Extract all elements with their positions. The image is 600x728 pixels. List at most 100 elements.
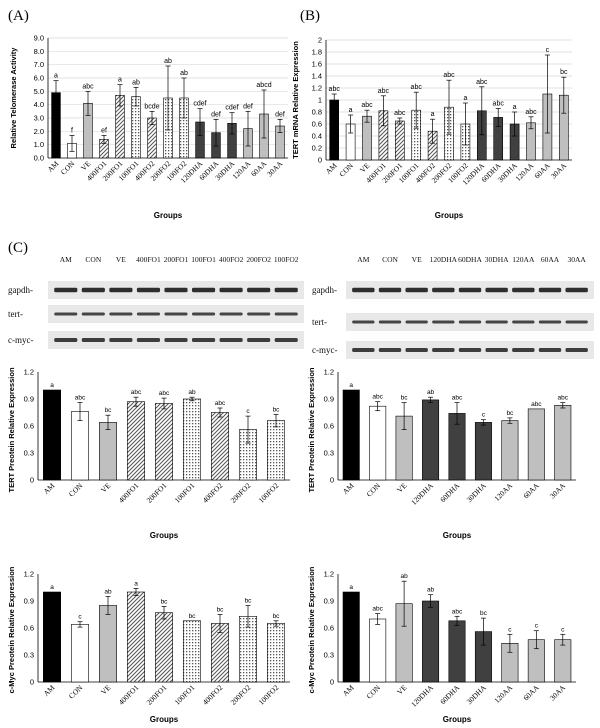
significance-label: a (50, 584, 54, 591)
blot-band (565, 320, 588, 324)
category-label: 30AA (548, 481, 568, 501)
category-label: 120DHA (409, 481, 435, 507)
category-label: AM (45, 159, 60, 174)
blot-band (352, 320, 375, 324)
bar (342, 389, 360, 481)
category-label: 60AA (521, 683, 541, 703)
y-axis-title: TERT Preotein Relative Expression (7, 367, 16, 492)
blot-lane-label: CON (85, 255, 101, 264)
blot-lane-label: 200FO1 (164, 255, 189, 264)
significance-label: ab (188, 389, 196, 396)
blot-band (538, 348, 562, 352)
y-tick-label: 0.0 (34, 154, 44, 163)
significance-label: a (431, 111, 435, 118)
chart-c4: 0 0.3 0.6 0.9 1.2 a AM abc CON ab VE ab 120DHA abc 60D… (307, 566, 576, 724)
blot-band (219, 312, 243, 316)
blot-band (485, 348, 508, 352)
significance-label: c (561, 626, 565, 633)
y-axis-title: TERT mRNA Relative Expression (291, 41, 300, 159)
y-tick-label: 1.0 (34, 140, 44, 149)
x-axis-title: Groups (443, 715, 472, 724)
significance-label: abc (361, 102, 373, 109)
category-label: VE (395, 683, 409, 697)
significance-label: bc (480, 610, 488, 617)
significance-label: bc (105, 407, 113, 414)
y-tick-label: 1.2 (324, 570, 334, 579)
blot-band (54, 287, 78, 293)
category-label: 30AA (549, 161, 569, 181)
category-label: VE (395, 481, 409, 495)
y-tick-label: 0.3 (24, 449, 34, 458)
y-tick-label: 7.0 (34, 60, 44, 69)
blot-band (352, 348, 375, 352)
category-label: 400FO1 (117, 481, 141, 505)
x-axis-title: Groups (150, 715, 179, 724)
category-label: 200FO2 (229, 481, 253, 505)
blot-band (191, 338, 216, 342)
y-tick-label: 8.0 (34, 47, 44, 56)
blot-lane-label: 30DHA (485, 255, 509, 264)
blot-band (352, 287, 375, 293)
y-axis-title: c-Myc Preotein Relative Expression (7, 566, 16, 693)
category-label: 100FO2 (257, 683, 281, 707)
bar (554, 639, 572, 683)
blot-lane-label: VE (116, 255, 126, 264)
y-tick-label: 9.0 (34, 34, 44, 43)
significance-label: abc (411, 84, 423, 91)
significance-label: c (246, 408, 250, 415)
x-axis-title: Groups (443, 531, 472, 540)
blot-band (164, 287, 188, 293)
significance-label: a (54, 73, 58, 80)
blot-band (565, 287, 588, 293)
significance-label: abc (558, 395, 569, 402)
blot-lane-label: 100FO2 (274, 255, 299, 264)
blot-band (136, 338, 161, 342)
bar (267, 623, 285, 683)
significance-label: def (275, 111, 285, 118)
y-tick-label: 1.2 (312, 84, 322, 93)
significance-label: ab (164, 58, 172, 65)
y-axis-title: c-Myc Preotein Relative Expression (307, 566, 316, 693)
category-label: 120DHA (409, 683, 435, 709)
blot-band (247, 312, 271, 316)
blot-band (405, 320, 428, 324)
category-label: 100FO2 (257, 481, 281, 505)
blot-lane-label: 30AA (567, 255, 586, 264)
blot-band (247, 338, 271, 342)
significance-label: ab (400, 573, 408, 580)
blot-band (219, 338, 243, 342)
significance-label: abc (493, 100, 505, 107)
significance-label: bc (217, 607, 225, 614)
y-tick-label: 0.6 (24, 624, 34, 633)
y-tick-label: 5.0 (34, 87, 44, 96)
significance-label: abc (531, 401, 542, 408)
category-label: 30AA (265, 159, 285, 179)
blot-band (485, 287, 508, 293)
western-blots: AM CON VE 400FO1 200FO1 100FO1 400FO2 200FO2 100… (8, 255, 594, 359)
blot-lane-label: 120AA (512, 255, 535, 264)
y-tick-label: 0.6 (312, 120, 322, 129)
category-label: 30DHA (465, 481, 489, 505)
chart-b: 00.20.40.60.811.21.41.61.82abcAMaCONabcV… (291, 36, 572, 220)
blot-right: AM CON VE 120DHA 60DHA 30DHA 120AA 60AA 30AA gapd… (312, 255, 594, 359)
bar (422, 399, 440, 481)
significance-label: bc (273, 406, 281, 413)
bar (127, 401, 145, 481)
y-tick-label: 1.6 (312, 60, 322, 69)
category-label: 200FO2 (229, 683, 253, 707)
significance-label: bc (189, 613, 197, 620)
category-label: AM (341, 481, 356, 496)
blot-row-label: tert- (312, 317, 327, 327)
category-label: 60AA (249, 159, 269, 179)
blot-band (274, 312, 298, 316)
significance-label: abc (452, 395, 463, 402)
y-tick-label: 0.9 (24, 597, 34, 606)
x-axis-title: Groups (150, 531, 179, 540)
category-label: 120AA (513, 161, 535, 183)
significance-label: a (349, 584, 353, 591)
y-tick-label: 3.0 (34, 114, 44, 123)
category-label: CON (67, 683, 85, 701)
y-tick-label: 0.9 (24, 395, 34, 404)
y-tick-label: 0.3 (324, 449, 334, 458)
category-label: 60DHA (438, 481, 462, 505)
